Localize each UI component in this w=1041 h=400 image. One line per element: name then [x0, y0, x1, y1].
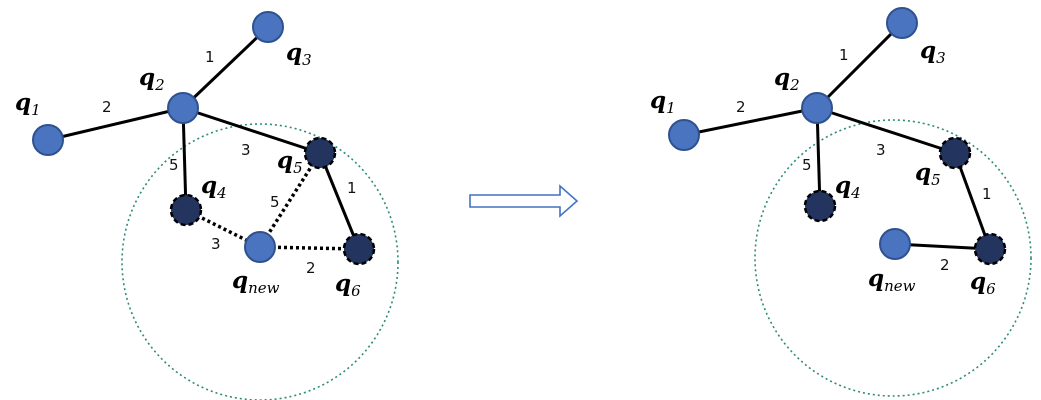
edge-q2-q4	[181, 107, 188, 211]
node-q4	[169, 193, 203, 227]
node-q1	[668, 119, 700, 151]
edge-q1-q2	[683, 106, 818, 137]
label-q2: q2	[774, 64, 800, 94]
weight-q2-q3: 1	[839, 46, 849, 64]
candidate-edge-qnew-q5	[258, 152, 322, 248]
node-qnew	[879, 228, 911, 260]
edge-q2-q3	[815, 21, 904, 110]
label-q5: q5	[277, 147, 303, 177]
weight-qnew-q5: 5	[270, 193, 280, 211]
weight-q5-q6: 1	[347, 179, 357, 197]
node-q5	[938, 136, 972, 170]
edge-q2-q5	[182, 106, 321, 155]
label-q6: q6	[970, 268, 996, 298]
edge-q5-q6	[318, 152, 361, 250]
neighborhood-circle	[754, 119, 1032, 397]
weight-q2-q3: 1	[205, 48, 215, 66]
node-q6	[342, 232, 376, 266]
label-qnew: qnew	[868, 265, 916, 295]
weight-q4-qnew: 3	[211, 235, 221, 253]
node-q5	[303, 136, 337, 170]
weight-qnew-q6: 2	[940, 256, 950, 274]
weight-q2-q5: 3	[876, 141, 886, 159]
label-q3: q3	[920, 37, 946, 67]
edge-q2-q3	[181, 25, 270, 110]
edge-q1-q2	[47, 106, 184, 142]
node-q1	[32, 124, 64, 156]
weight-q2-q5: 3	[241, 141, 251, 159]
node-q4	[803, 189, 837, 223]
weight-qnew-q6: 2	[306, 259, 316, 277]
candidate-edge-qnew-q6	[259, 245, 360, 251]
label-q2: q2	[139, 64, 165, 94]
node-q3	[886, 7, 918, 39]
neighborhood-circle	[121, 123, 399, 400]
before-panel: 1 2 3 5 1 3 5 2 q1 q2 q3 q4 q5 q6 qnew	[15, 11, 399, 400]
label-q1: q1	[650, 87, 676, 117]
label-q4: q4	[201, 172, 227, 202]
weight-q1-q2: 2	[736, 98, 746, 116]
edge-q2-q4	[815, 107, 822, 207]
right-arrow-icon	[469, 184, 579, 218]
label-q6: q6	[335, 270, 361, 300]
edge-q5-q6	[953, 152, 992, 250]
label-qnew: qnew	[232, 267, 280, 297]
label-q3: q3	[286, 39, 312, 69]
weight-q5-q6: 1	[982, 185, 992, 203]
node-q6	[973, 232, 1007, 266]
node-q2	[801, 92, 833, 124]
node-q2	[167, 92, 199, 124]
node-qnew	[244, 231, 276, 263]
label-q1: q1	[15, 89, 41, 119]
weight-q2-q4: 5	[802, 156, 812, 174]
edge-q2-q5	[816, 106, 956, 155]
after-panel: 1 2 3 5 1 2 q1 q2 q3 q4 q5 q6 qnew	[650, 7, 1032, 397]
weight-q1-q2: 2	[102, 98, 112, 116]
node-q3	[252, 11, 284, 43]
label-q4: q4	[835, 172, 861, 202]
label-q5: q5	[915, 159, 941, 189]
weight-q2-q4: 5	[169, 156, 179, 174]
